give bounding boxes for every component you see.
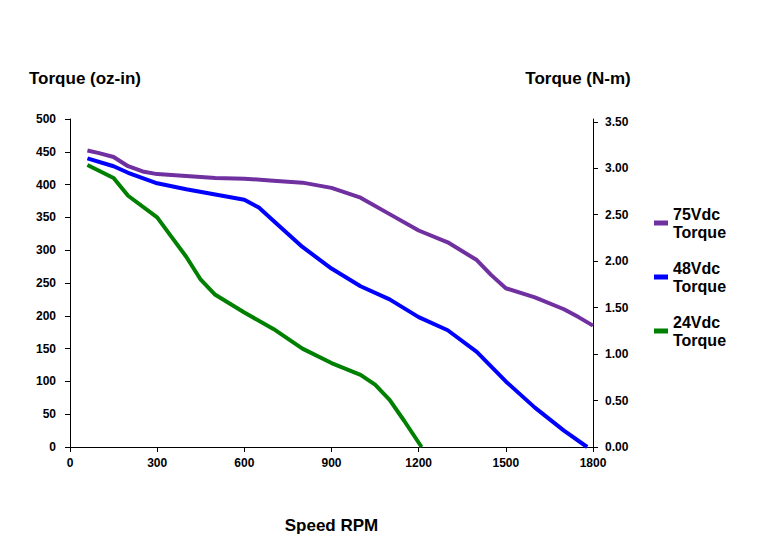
svg-text:0.50: 0.50: [605, 394, 629, 408]
svg-text:Torque (N-m): Torque (N-m): [525, 69, 630, 88]
svg-text:150: 150: [36, 342, 56, 356]
svg-text:0: 0: [49, 440, 56, 454]
svg-text:1200: 1200: [405, 456, 432, 470]
svg-text:500: 500: [36, 112, 56, 126]
svg-text:900: 900: [321, 456, 341, 470]
svg-text:3.00: 3.00: [605, 161, 629, 175]
svg-text:350: 350: [36, 210, 56, 224]
svg-text:Torque: Torque: [673, 332, 726, 349]
svg-text:2.50: 2.50: [605, 208, 629, 222]
svg-text:100: 100: [36, 374, 56, 388]
svg-text:24Vdc: 24Vdc: [673, 314, 725, 331]
svg-text:300: 300: [36, 243, 56, 257]
svg-text:1.00: 1.00: [605, 347, 629, 361]
svg-text:3.50: 3.50: [605, 115, 629, 129]
svg-text:Torque: Torque: [673, 278, 726, 295]
svg-text:Speed RPM: Speed RPM: [285, 516, 379, 535]
svg-text:600: 600: [234, 456, 254, 470]
svg-text:1.50: 1.50: [605, 301, 629, 315]
svg-text:300: 300: [147, 456, 167, 470]
svg-text:48Vdc: 48Vdc: [673, 260, 725, 277]
svg-text:Torque: Torque: [673, 224, 726, 241]
svg-text:Torque (oz-in): Torque (oz-in): [29, 69, 141, 88]
svg-text:450: 450: [36, 145, 56, 159]
svg-text:1800: 1800: [580, 456, 607, 470]
svg-text:2.00: 2.00: [605, 254, 629, 268]
svg-text:0.00: 0.00: [605, 440, 629, 454]
svg-text:50: 50: [43, 407, 57, 421]
svg-text:75Vdc: 75Vdc: [673, 206, 725, 223]
svg-text:200: 200: [36, 309, 56, 323]
svg-text:0: 0: [67, 456, 74, 470]
svg-text:250: 250: [36, 276, 56, 290]
svg-text:400: 400: [36, 178, 56, 192]
svg-text:1500: 1500: [492, 456, 519, 470]
